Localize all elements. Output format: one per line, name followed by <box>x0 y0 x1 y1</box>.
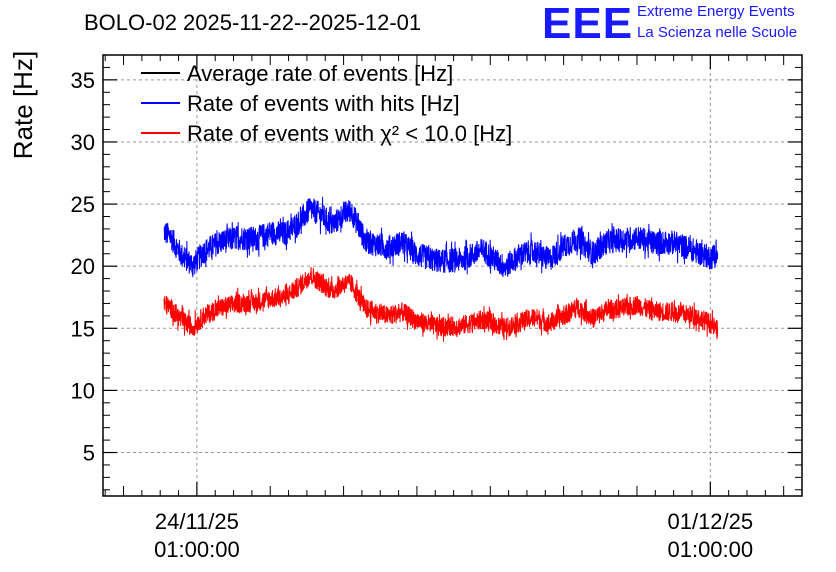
eee-logo-mark: EEE <box>542 0 634 48</box>
axes: 5 10 15 20 25 30 35 24/11/25 01:00:00 01/12/25 01:… <box>71 54 803 562</box>
logo-text-line1: Extreme Energy Events <box>637 3 795 20</box>
legend-entry-label: Average rate of events [Hz] <box>187 61 453 86</box>
series-line-hits <box>163 196 719 278</box>
legend-entry-label: Rate of events with χ² < 10.0 [Hz] <box>187 121 512 146</box>
y-tick-label: 35 <box>71 68 95 93</box>
y-tick-label: 20 <box>71 254 95 279</box>
chart-title: BOLO-02 2025-11-22--2025-12-01 <box>84 10 422 35</box>
x-tick-label-date: 24/11/25 <box>155 509 239 534</box>
y-tick-label: 10 <box>71 378 95 403</box>
x-tick-label-date: 01/12/25 <box>667 509 753 534</box>
y-tick-label: 15 <box>71 316 95 341</box>
series-line-chi2 <box>163 266 719 342</box>
x-tick-label-time: 01:00:00 <box>667 537 753 562</box>
legend-entry-label: Rate of events with hits [Hz] <box>187 91 460 116</box>
y-axis-label: Rate [Hz] <box>8 51 38 159</box>
x-tick-label-time: 01:00:00 <box>154 537 240 562</box>
y-tick-label: 25 <box>71 192 95 217</box>
logo-text-line2: La Scienza nelle Scuole <box>637 24 798 41</box>
y-tick-label: 5 <box>83 441 95 466</box>
plot-frame <box>102 54 803 497</box>
y-tick-label: 30 <box>71 130 95 155</box>
series-layer <box>163 196 719 342</box>
legend: Average rate of events [Hz] Rate of event… <box>141 61 512 146</box>
